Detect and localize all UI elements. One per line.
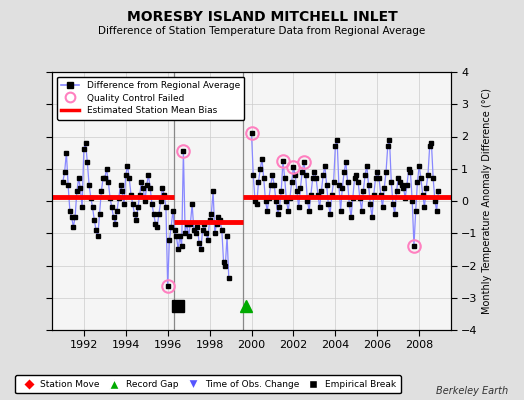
Legend: Station Move, Record Gap, Time of Obs. Change, Empirical Break: Station Move, Record Gap, Time of Obs. C… (15, 376, 401, 394)
Text: Difference of Station Temperature Data from Regional Average: Difference of Station Temperature Data f… (99, 26, 425, 36)
Legend: Difference from Regional Average, Quality Control Failed, Estimated Station Mean: Difference from Regional Average, Qualit… (57, 76, 245, 120)
Text: Berkeley Earth: Berkeley Earth (436, 386, 508, 396)
Y-axis label: Monthly Temperature Anomaly Difference (°C): Monthly Temperature Anomaly Difference (… (482, 88, 492, 314)
Text: MORESBY ISLAND MITCHELL INLET: MORESBY ISLAND MITCHELL INLET (127, 10, 397, 24)
